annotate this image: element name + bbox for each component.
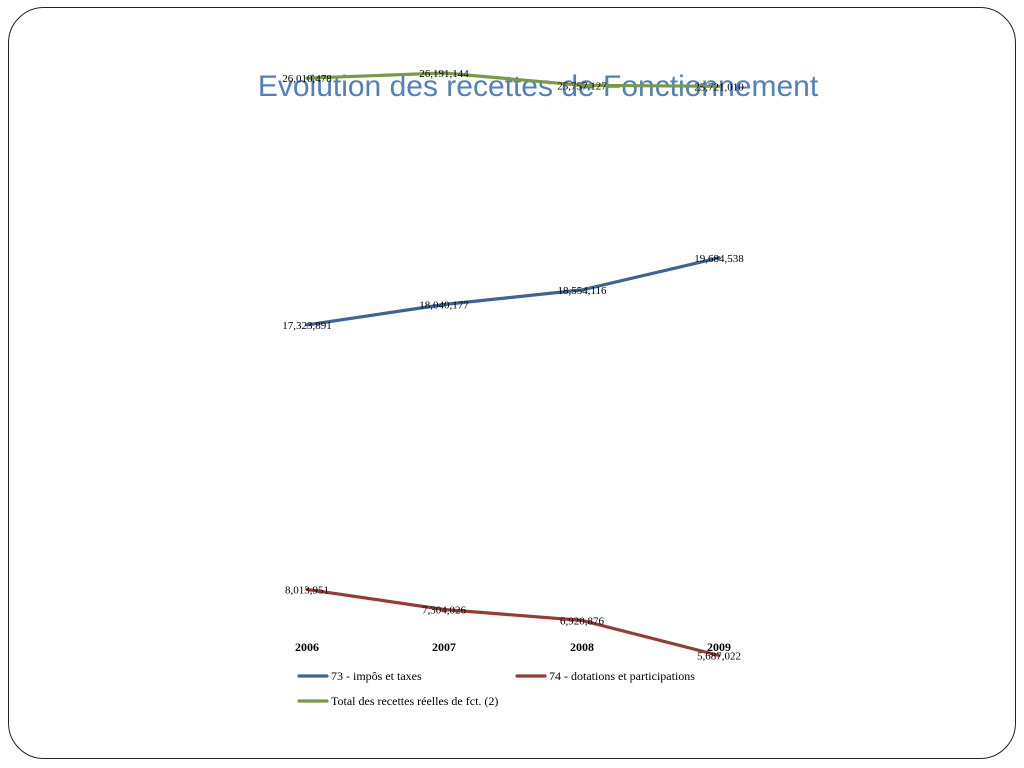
data-label: 26,191,144 xyxy=(419,68,469,80)
series-layer xyxy=(305,71,721,658)
x-tick-label: 2009 xyxy=(707,640,731,654)
legend-label: 74 - dotations et participations xyxy=(549,669,695,683)
series-line-3 xyxy=(305,71,721,88)
data-label: 7,304,026 xyxy=(422,605,467,617)
data-label: 8,013,951 xyxy=(285,584,329,596)
slide-frame xyxy=(8,7,1016,759)
series-line-2 xyxy=(305,587,721,658)
data-label: 25,757,127 xyxy=(557,80,607,92)
data-label-layer: 17,323,891 18,040,177 18,554,116 19,684,538… xyxy=(282,68,744,663)
data-label: 19,684,538 xyxy=(694,253,744,265)
x-tick-label: 2006 xyxy=(295,640,319,654)
data-label: 17,323,891 xyxy=(282,320,332,332)
data-label: 18,040,177 xyxy=(419,300,469,312)
data-label: 25,721,010 xyxy=(694,81,744,93)
series-line-1 xyxy=(305,256,721,327)
data-label: 26,010,478 xyxy=(282,73,332,85)
x-tick-label: 2007 xyxy=(432,640,456,654)
x-tick-label: 2008 xyxy=(570,640,594,654)
legend-label: 73 - impôs et taxes xyxy=(331,669,422,683)
legend-label: Total des recettes réelles de fct. (2) xyxy=(331,694,498,708)
x-axis: 2006 2007 2008 2009 xyxy=(295,640,731,654)
data-label: 18,554,116 xyxy=(557,285,607,297)
data-label: 5,687,022 xyxy=(697,651,741,663)
data-label: 6,920,876 xyxy=(560,615,605,627)
legend: 73 - impôs et taxes 74 - dotations et par… xyxy=(297,669,695,708)
